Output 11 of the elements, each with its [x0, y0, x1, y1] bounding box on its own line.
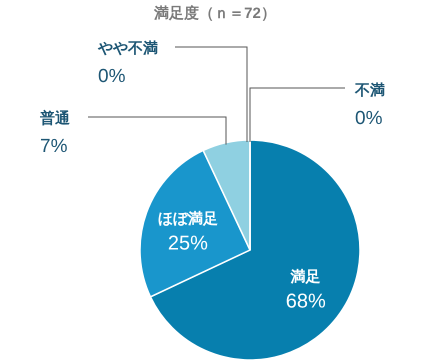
data-label: 68%	[286, 290, 326, 312]
slice-label: 満足	[290, 268, 321, 286]
data-label: 25%	[168, 232, 208, 255]
slice-label: ほぼ満足	[158, 210, 218, 228]
text: 0%	[98, 66, 126, 87]
chart-title: 満足度（ｎ＝72）	[153, 4, 276, 22]
category-label: 不満	[355, 82, 385, 99]
data-label: 7%	[40, 136, 68, 157]
slice-label: 普通	[39, 109, 71, 127]
text: 0%	[355, 108, 382, 129]
category-label: やや不満	[98, 40, 158, 57]
